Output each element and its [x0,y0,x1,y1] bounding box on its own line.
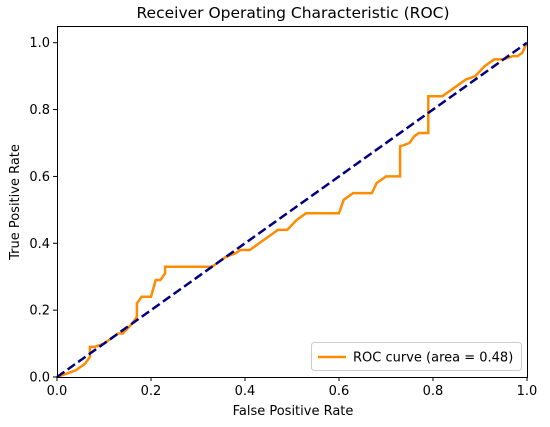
legend-box [311,342,522,371]
x-tick-label: 0.0 [47,384,68,399]
y-axis-label: True Positive Rate [8,144,23,261]
plot-frame [57,26,528,378]
x-tick-label: 0.6 [329,384,350,399]
y-tick-label: 0.0 [29,371,50,386]
chance-diagonal-line [56,41,528,379]
legend: ROC curve (area = 0.48) [311,342,522,371]
y-tick-label: 1.0 [29,36,50,51]
x-tick-label: 1.0 [517,384,538,399]
x-axis-label: False Positive Rate [233,404,354,419]
y-tick-label: 0.4 [29,237,50,252]
y-axis: 0.0 0.2 0.4 0.6 0.8 1.0 [29,36,57,386]
legend-label-roc: ROC curve (area = 0.48) [353,351,513,366]
y-tick-label: 0.6 [29,170,50,185]
chart-title: Receiver Operating Characteristic (ROC) [136,4,449,22]
x-tick-label: 0.2 [141,384,162,399]
x-tick-label: 0.4 [235,384,256,399]
y-tick-label: 0.2 [29,304,50,319]
y-tick-label: 0.8 [29,103,50,118]
roc-curve-line [56,42,529,379]
x-axis: 0.0 0.2 0.4 0.6 0.8 1.0 [47,377,538,399]
x-tick-label: 0.8 [423,384,444,399]
